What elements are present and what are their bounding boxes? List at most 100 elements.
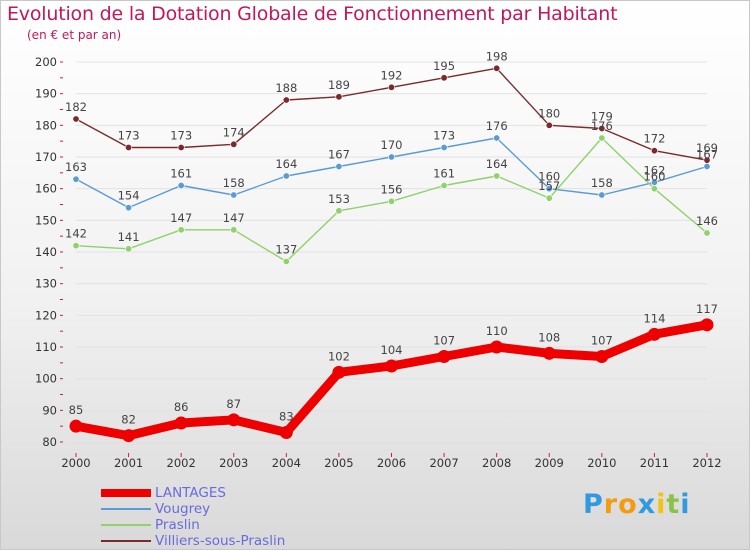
data-point bbox=[230, 226, 238, 234]
legend-swatch bbox=[101, 508, 151, 510]
data-label: 182 bbox=[65, 100, 87, 114]
data-point bbox=[69, 419, 83, 433]
data-label: 146 bbox=[696, 214, 718, 228]
data-label: 117 bbox=[696, 302, 718, 316]
legend-swatch bbox=[101, 540, 151, 542]
legend-label: Vougrey bbox=[155, 501, 211, 517]
legend-swatch bbox=[101, 489, 151, 497]
logo-letter: t bbox=[666, 489, 681, 520]
data-label: 173 bbox=[433, 129, 455, 143]
series-layer bbox=[69, 64, 714, 443]
data-point bbox=[335, 163, 343, 171]
data-label: 157 bbox=[538, 179, 560, 193]
data-label: 141 bbox=[118, 230, 140, 244]
data-label: 162 bbox=[643, 163, 665, 177]
data-label: 174 bbox=[223, 125, 245, 139]
data-label: 163 bbox=[65, 160, 87, 174]
data-point bbox=[282, 172, 290, 180]
data-label: 160 bbox=[643, 170, 665, 184]
logo-letter: i bbox=[680, 489, 691, 520]
data-point bbox=[598, 134, 606, 142]
y-tick-label: 120 bbox=[35, 308, 57, 322]
y-tick-label: 150 bbox=[35, 213, 57, 227]
data-point bbox=[493, 172, 501, 180]
data-point bbox=[177, 144, 185, 152]
data-label: 142 bbox=[65, 227, 87, 241]
x-tick-label: 2005 bbox=[324, 456, 353, 470]
y-tick-label: 100 bbox=[35, 372, 57, 386]
data-point bbox=[437, 350, 451, 363]
data-label: 107 bbox=[591, 334, 613, 348]
data-point bbox=[650, 147, 658, 155]
y-tick-label: 140 bbox=[35, 245, 57, 259]
data-point bbox=[387, 197, 395, 205]
axes-layer: 80 90 100 110 120 130 140 150 160 170 180 190 200 200… bbox=[35, 55, 722, 470]
x-tick-label: 2004 bbox=[272, 456, 301, 470]
data-point bbox=[703, 163, 711, 171]
data-label: 114 bbox=[643, 311, 665, 325]
data-point bbox=[387, 83, 395, 91]
data-point bbox=[125, 144, 133, 152]
data-point bbox=[230, 191, 238, 199]
data-point bbox=[282, 96, 290, 104]
x-tick-label: 2007 bbox=[429, 456, 458, 470]
data-point bbox=[177, 182, 185, 190]
data-label: 170 bbox=[381, 138, 403, 152]
data-label: 192 bbox=[381, 68, 403, 82]
y-tick-label: 190 bbox=[35, 87, 57, 101]
data-label: 167 bbox=[696, 148, 718, 162]
data-point bbox=[542, 346, 556, 360]
data-point bbox=[545, 121, 553, 129]
y-tick-label: 180 bbox=[35, 118, 57, 132]
data-label: 164 bbox=[486, 157, 508, 171]
data-label: 189 bbox=[328, 78, 350, 92]
data-label: 156 bbox=[381, 182, 403, 196]
chart-subtitle: (en € et par an) bbox=[27, 28, 122, 42]
data-label: 195 bbox=[433, 59, 455, 73]
data-point bbox=[545, 194, 553, 202]
legend-label: Praslin bbox=[155, 517, 200, 533]
data-label: 104 bbox=[381, 343, 403, 357]
y-tick-label: 80 bbox=[42, 435, 57, 449]
data-label: 137 bbox=[275, 243, 297, 257]
chart-title: Evolution de la Dotation Globale de Fonc… bbox=[7, 3, 618, 25]
data-label: 198 bbox=[486, 49, 508, 63]
data-label: 87 bbox=[226, 397, 241, 411]
data-label: 107 bbox=[433, 334, 455, 348]
data-point bbox=[700, 318, 714, 332]
data-label: 164 bbox=[275, 157, 297, 171]
data-label: 161 bbox=[433, 167, 455, 181]
data-point bbox=[598, 125, 606, 133]
data-label: 85 bbox=[69, 403, 84, 417]
data-label: 176 bbox=[591, 119, 613, 133]
data-point bbox=[493, 64, 501, 72]
data-label: 83 bbox=[279, 410, 294, 424]
data-label: 173 bbox=[170, 129, 192, 143]
logo-letter: i bbox=[656, 489, 667, 520]
data-point bbox=[335, 207, 343, 215]
data-label: 176 bbox=[486, 119, 508, 133]
data-point bbox=[545, 185, 553, 193]
data-point bbox=[72, 115, 80, 123]
y-tick-label: 110 bbox=[35, 340, 57, 354]
data-label: 173 bbox=[118, 129, 140, 143]
y-tick-label: 200 bbox=[35, 55, 57, 69]
data-point bbox=[440, 182, 448, 190]
x-tick-label: 2003 bbox=[219, 456, 248, 470]
proxiti-logo: Proxiti bbox=[583, 489, 691, 520]
logo-letter: P bbox=[583, 489, 604, 520]
data-point bbox=[703, 229, 711, 237]
legend-swatch bbox=[101, 524, 151, 526]
x-tick-label: 2001 bbox=[114, 456, 143, 470]
data-point bbox=[227, 413, 241, 427]
legend-label: Villiers-sous-Praslin bbox=[155, 533, 286, 549]
data-point bbox=[490, 340, 504, 354]
data-label: 147 bbox=[223, 211, 245, 225]
x-tick-label: 2008 bbox=[482, 456, 511, 470]
data-point bbox=[279, 426, 293, 439]
data-point bbox=[125, 245, 133, 253]
logo-letter: r bbox=[603, 489, 619, 520]
data-label: 153 bbox=[328, 192, 350, 206]
x-tick-label: 2006 bbox=[377, 456, 406, 470]
